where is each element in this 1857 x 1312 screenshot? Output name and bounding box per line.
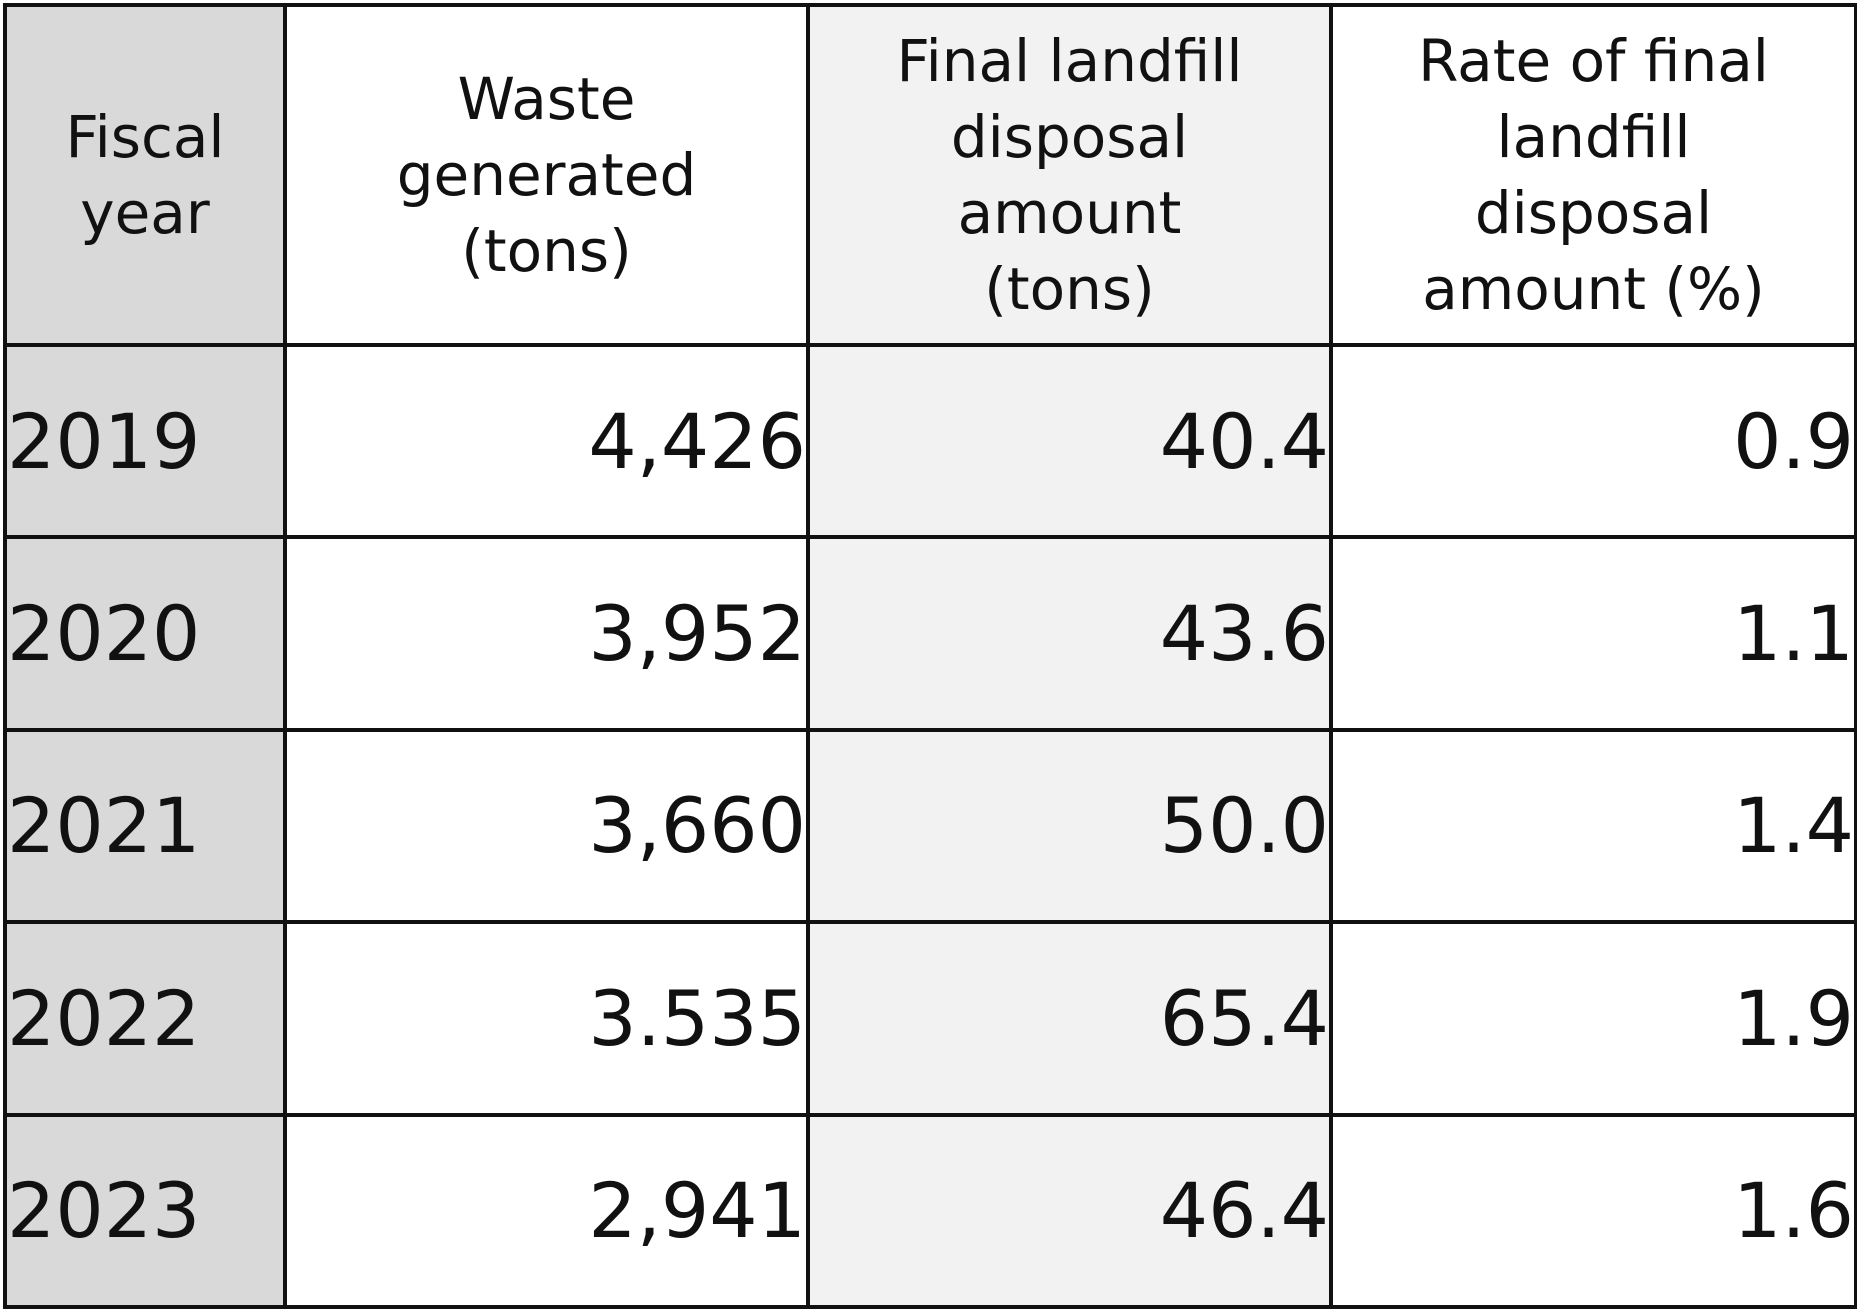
header-final-landfill-amount: Final landfill disposal amount (tons) (806, 3, 1333, 347)
table-row: 2021 3,660 50.0 1.4 (3, 727, 1857, 925)
header-label: Fiscal year (65, 103, 225, 247)
cell-waste-generated: 3,660 (283, 727, 810, 925)
cell-waste-generated: 2,941 (283, 1112, 810, 1310)
cell-fiscal-year: 2019 (3, 342, 287, 540)
cell-fiscal-year: 2021 (3, 727, 287, 925)
cell-waste-generated: 3,952 (283, 535, 810, 732)
header-fiscal-year: Fiscal year (3, 3, 287, 347)
table-body: 2019 4,426 40.4 0.9 2020 3,952 43.6 1.1 … (3, 342, 1857, 1310)
cell-final-landfill-rate: 1.1 (1329, 535, 1857, 732)
cell-final-landfill-amount: 65.4 (806, 920, 1333, 1117)
cell-fiscal-year: 2023 (3, 1112, 287, 1310)
table-row: 2020 3,952 43.6 1.1 (3, 535, 1857, 732)
cell-final-landfill-amount: 50.0 (806, 727, 1333, 925)
header-waste-generated: Waste generated (tons) (283, 3, 810, 347)
table-row: 2019 4,426 40.4 0.9 (3, 342, 1857, 540)
cell-final-landfill-amount: 40.4 (806, 342, 1333, 540)
table-row: 2022 3.535 65.4 1.9 (3, 920, 1857, 1117)
cell-final-landfill-rate: 1.4 (1329, 727, 1857, 925)
header-final-landfill-rate: Rate of final landfill disposal amount (… (1329, 3, 1857, 347)
waste-disposal-table: Fiscal year Waste generated (tons) Final… (3, 3, 1857, 1310)
header-label: Waste generated (tons) (396, 65, 697, 285)
cell-waste-generated: 4,426 (283, 342, 810, 540)
cell-waste-generated: 3.535 (283, 920, 810, 1117)
cell-final-landfill-amount: 43.6 (806, 535, 1333, 732)
cell-fiscal-year: 2020 (3, 535, 287, 732)
cell-final-landfill-rate: 1.9 (1329, 920, 1857, 1117)
cell-final-landfill-rate: 0.9 (1329, 342, 1857, 540)
cell-final-landfill-amount: 46.4 (806, 1112, 1333, 1310)
cell-final-landfill-rate: 1.6 (1329, 1112, 1857, 1310)
table-row: 2023 2,941 46.4 1.6 (3, 1112, 1857, 1310)
table-header-row: Fiscal year Waste generated (tons) Final… (3, 3, 1857, 347)
header-label: Final landfill disposal amount (tons) (896, 27, 1243, 323)
cell-fiscal-year: 2022 (3, 920, 287, 1117)
header-label: Rate of final landfill disposal amount (… (1418, 27, 1769, 323)
